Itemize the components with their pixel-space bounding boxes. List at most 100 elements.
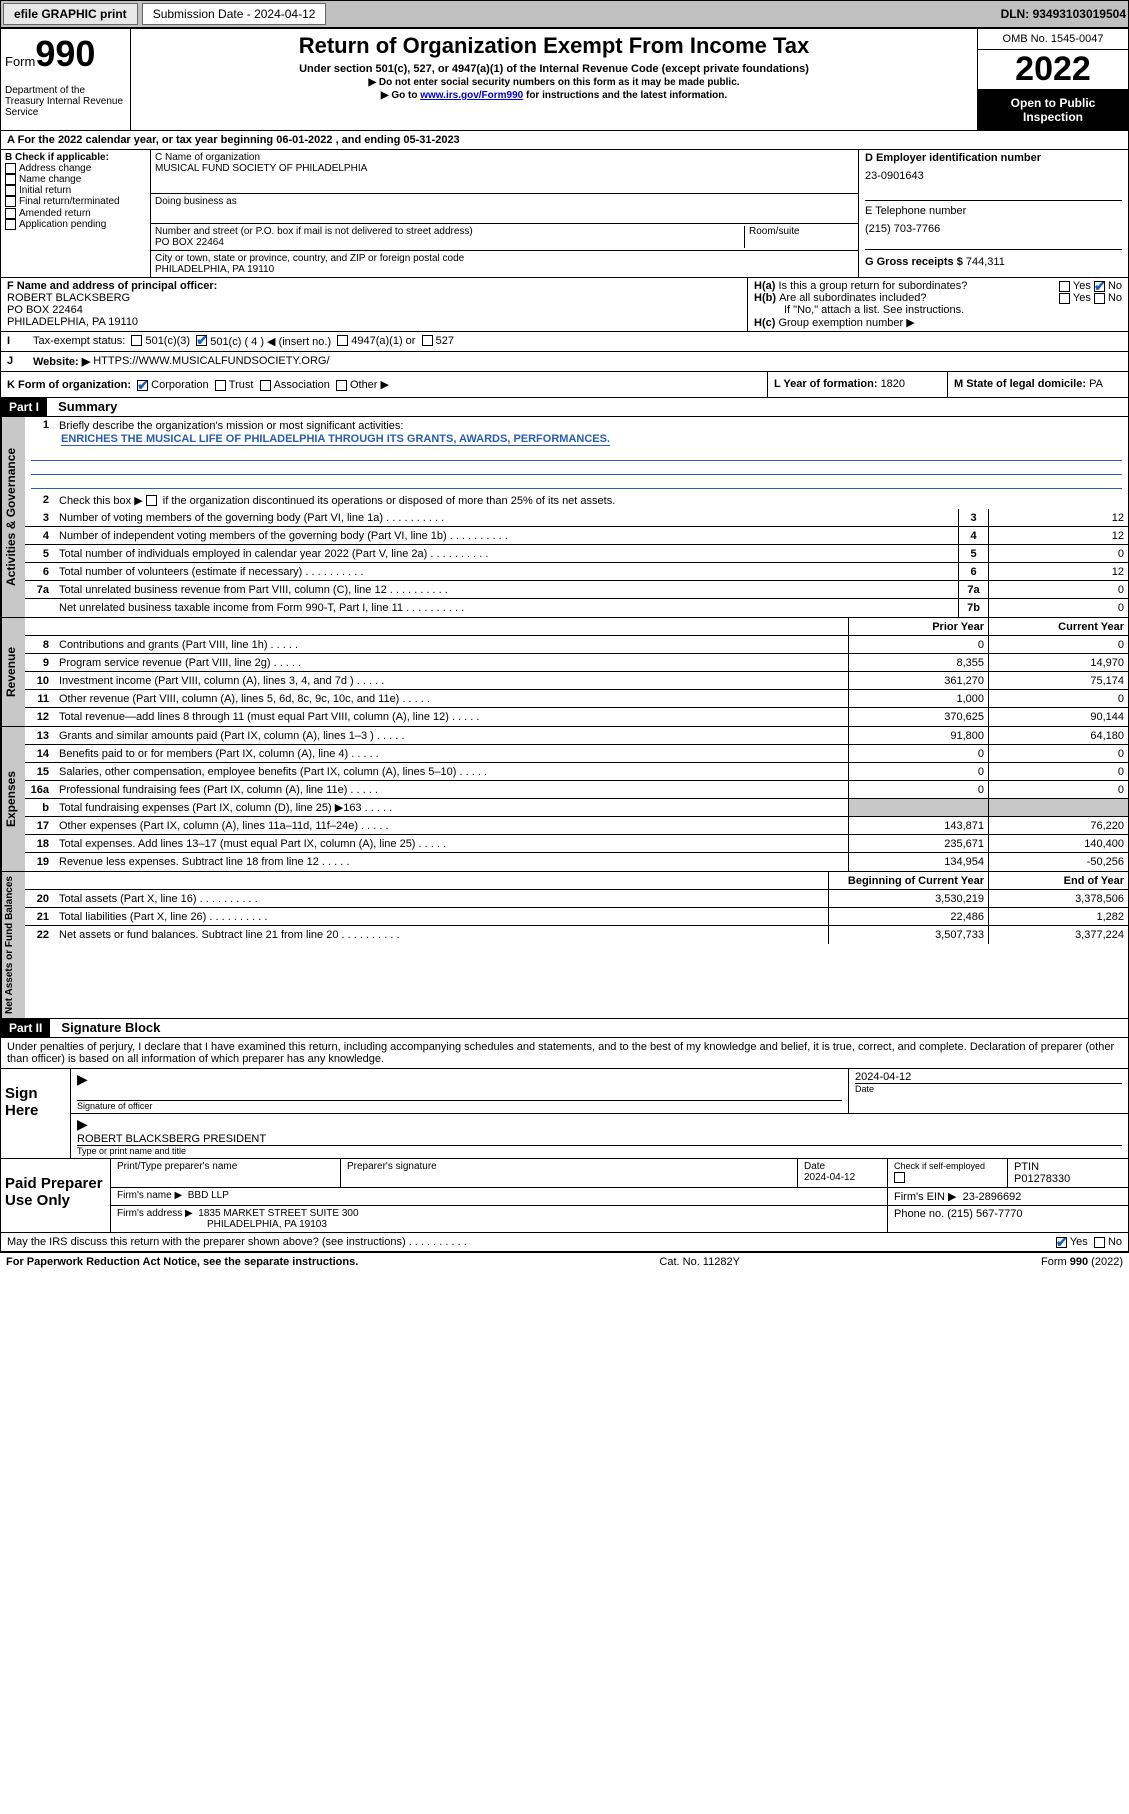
omb-number: OMB No. 1545-0047 bbox=[978, 29, 1128, 50]
declaration-text: Under penalties of perjury, I declare th… bbox=[0, 1038, 1129, 1069]
chk-discuss-no[interactable] bbox=[1094, 1237, 1105, 1248]
part-i-revenue: Revenue Prior Year Current Year 8Contrib… bbox=[0, 618, 1129, 727]
c-name-label: C Name of organization bbox=[155, 152, 854, 163]
mission-text: ENRICHES THE MUSICAL LIFE OF PHILADELPHI… bbox=[61, 433, 610, 446]
side-expenses: Expenses bbox=[1, 727, 25, 871]
state-domicile: PA bbox=[1089, 378, 1103, 390]
chk-501c3[interactable] bbox=[131, 335, 142, 346]
addr-label: Number and street (or P.O. box if mail i… bbox=[155, 226, 744, 237]
form-page-label: Form 990 (2022) bbox=[1041, 1256, 1123, 1268]
part-i-expenses: Expenses 13Grants and similar amounts pa… bbox=[0, 727, 1129, 872]
chk-self-employed[interactable] bbox=[894, 1172, 905, 1183]
ein-label: D Employer identification number bbox=[865, 152, 1122, 164]
city-label: City or town, state or province, country… bbox=[155, 253, 854, 264]
officer-addr1: PO BOX 22464 bbox=[7, 304, 741, 316]
part-i-netassets: Net Assets or Fund Balances Beginning of… bbox=[0, 872, 1129, 1019]
line-a-tax-year: A For the 2022 calendar year, or tax yea… bbox=[0, 131, 1129, 150]
chk-other[interactable] bbox=[336, 380, 347, 391]
footer: For Paperwork Reduction Act Notice, see … bbox=[0, 1252, 1129, 1271]
chk-hb-no[interactable] bbox=[1094, 293, 1105, 304]
gross-receipts-label: G Gross receipts $ bbox=[865, 256, 966, 268]
hb-note: If "No," attach a list. See instructions… bbox=[754, 304, 1122, 316]
dba-label: Doing business as bbox=[155, 196, 854, 207]
subtitle-goto: ▶ Go to www.irs.gov/Form990 for instruct… bbox=[135, 90, 973, 101]
part-i-header: Part I Summary bbox=[0, 398, 1129, 417]
phone-label: E Telephone number bbox=[865, 205, 1122, 217]
sign-here-block: Sign Here ▶ Signature of officer 2024-04… bbox=[0, 1069, 1129, 1159]
date-label: Date bbox=[855, 1083, 1122, 1094]
ptin-value: P01278330 bbox=[1014, 1173, 1122, 1185]
open-public-badge: Open to Public Inspection bbox=[978, 90, 1128, 130]
chk-ha-yes[interactable] bbox=[1059, 281, 1070, 292]
gross-receipts-value: 744,311 bbox=[966, 256, 1005, 268]
firm-addr1: 1835 MARKET STREET SUITE 300 bbox=[198, 1208, 358, 1219]
chk-amended[interactable] bbox=[5, 208, 16, 219]
sign-date: 2024-04-12 bbox=[855, 1071, 1122, 1083]
officer-label: F Name and address of principal officer: bbox=[7, 280, 741, 292]
year-formation: 1820 bbox=[881, 378, 905, 390]
irs-link[interactable]: www.irs.gov/Form990 bbox=[420, 90, 523, 101]
tax-year: 2022 bbox=[978, 50, 1128, 90]
side-netassets: Net Assets or Fund Balances bbox=[1, 872, 25, 1018]
chk-final-return[interactable] bbox=[5, 196, 16, 207]
line-klm: K Form of organization: Corporation Trus… bbox=[0, 372, 1129, 398]
identity-block: B Check if applicable: Address change Na… bbox=[0, 150, 1129, 278]
l2-text: Check this box ▶ if the organization dis… bbox=[55, 493, 1128, 508]
submission-date-label: Submission Date - bbox=[153, 7, 254, 21]
preparer-date: 2024-04-12 bbox=[804, 1172, 881, 1183]
submission-date-value: 2024-04-12 bbox=[254, 7, 315, 21]
paid-preparer-block: Paid Preparer Use Only Print/Type prepar… bbox=[0, 1159, 1129, 1233]
room-suite-label: Room/suite bbox=[744, 226, 854, 248]
ha-label: Is this a group return for subordinates? bbox=[778, 280, 1058, 292]
hc-label: Group exemption number ▶ bbox=[778, 317, 914, 329]
chk-4947[interactable] bbox=[337, 335, 348, 346]
website-value: HTTPS://WWW.MUSICALFUNDSOCIETY.ORG/ bbox=[93, 355, 329, 368]
chk-name-change[interactable] bbox=[5, 174, 16, 185]
hb-label: Are all subordinates included? bbox=[779, 292, 1059, 304]
preparer-sig-label: Preparer's signature bbox=[341, 1159, 798, 1187]
form-header: Form990 Department of the Treasury Inter… bbox=[0, 28, 1129, 131]
arrow-icon: ▶ bbox=[77, 1116, 88, 1132]
subtitle-section: Under section 501(c), 527, or 4947(a)(1)… bbox=[135, 63, 973, 75]
form-number: Form990 bbox=[5, 33, 126, 75]
chk-hb-yes[interactable] bbox=[1059, 293, 1070, 304]
preparer-name-label: Print/Type preparer's name bbox=[111, 1159, 341, 1187]
side-governance: Activities & Governance bbox=[1, 417, 25, 617]
type-name-label: Type or print name and title bbox=[77, 1146, 1122, 1156]
firm-ein: 23-2896692 bbox=[963, 1191, 1022, 1203]
efile-print-button[interactable]: efile GRAPHIC print bbox=[3, 3, 138, 25]
chk-ha-no[interactable] bbox=[1094, 281, 1105, 292]
org-address: PO BOX 22464 bbox=[155, 237, 744, 248]
chk-501c[interactable] bbox=[196, 335, 207, 346]
org-name: MUSICAL FUND SOCIETY OF PHILADELPHIA bbox=[155, 163, 854, 174]
org-city: PHILADELPHIA, PA 19110 bbox=[155, 264, 854, 275]
dln: DLN: 93493103019504 bbox=[1001, 7, 1126, 21]
department-label: Department of the Treasury Internal Reve… bbox=[5, 75, 126, 118]
submission-date: Submission Date - 2024-04-12 bbox=[142, 3, 327, 25]
subtitle-ssn: ▶ Do not enter social security numbers o… bbox=[135, 77, 973, 88]
chk-initial-return[interactable] bbox=[5, 185, 16, 196]
sig-officer-label: Signature of officer bbox=[77, 1100, 842, 1111]
phone-value: (215) 703-7766 bbox=[865, 217, 1122, 235]
part-i-governance: Activities & Governance 1 Briefly descri… bbox=[0, 417, 1129, 618]
officer-addr2: PHILADELPHIA, PA 19110 bbox=[7, 316, 741, 328]
firm-phone: (215) 567-7770 bbox=[947, 1208, 1022, 1220]
firm-addr2: PHILADELPHIA, PA 19103 bbox=[117, 1219, 881, 1230]
discuss-line: May the IRS discuss this return with the… bbox=[0, 1233, 1129, 1252]
chk-trust[interactable] bbox=[215, 380, 226, 391]
officer-name-title: ROBERT BLACKSBERG PRESIDENT bbox=[77, 1133, 1122, 1146]
form-title: Return of Organization Exempt From Incom… bbox=[135, 33, 973, 59]
line-i-tax-status: I Tax-exempt status: 501(c)(3) 501(c) ( … bbox=[0, 332, 1129, 352]
officer-group-block: F Name and address of principal officer:… bbox=[0, 278, 1129, 332]
chk-527[interactable] bbox=[422, 335, 433, 346]
ein-value: 23-0901643 bbox=[865, 164, 1122, 182]
chk-assoc[interactable] bbox=[260, 380, 271, 391]
arrow-icon: ▶ bbox=[77, 1071, 88, 1087]
chk-application-pending[interactable] bbox=[5, 219, 16, 230]
chk-discontinued[interactable] bbox=[146, 495, 157, 506]
chk-address-change[interactable] bbox=[5, 163, 16, 174]
chk-corp[interactable] bbox=[137, 380, 148, 391]
part-ii-header: Part II Signature Block bbox=[0, 1019, 1129, 1038]
chk-discuss-yes[interactable] bbox=[1056, 1237, 1067, 1248]
officer-name: ROBERT BLACKSBERG bbox=[7, 292, 741, 304]
